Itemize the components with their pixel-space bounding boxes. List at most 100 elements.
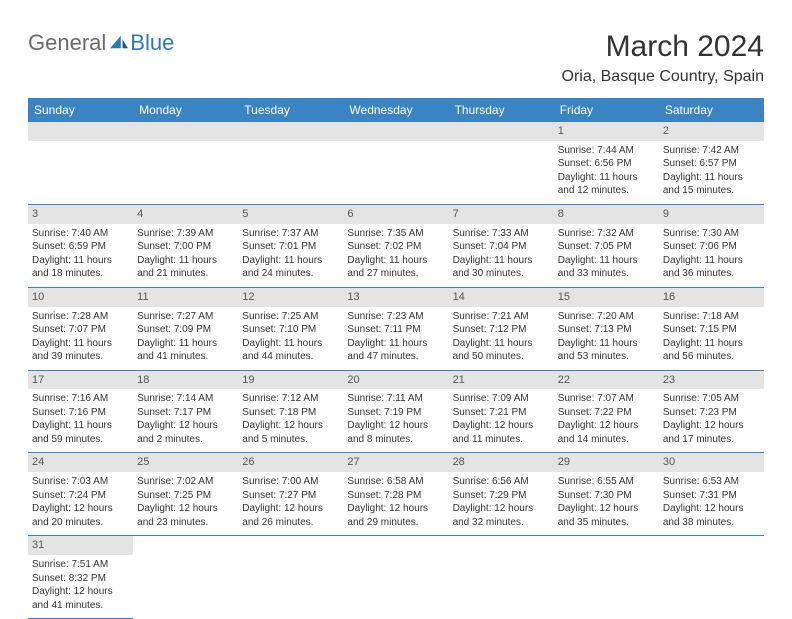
calendar-day: 13Sunrise: 7:23 AMSunset: 7:11 PMDayligh…: [343, 287, 448, 370]
daylight-2: and 29 minutes.: [347, 516, 444, 530]
daylight-2: and 39 minutes.: [32, 350, 129, 364]
sunset: Sunset: 7:19 PM: [347, 406, 444, 420]
day-number: 3: [28, 205, 133, 224]
sunrise: Sunrise: 7:16 AM: [32, 392, 129, 406]
day-number: 26: [238, 453, 343, 472]
daylight-1: Daylight: 11 hours: [32, 419, 129, 433]
calendar-row: 10Sunrise: 7:28 AMSunset: 7:07 PMDayligh…: [28, 287, 764, 370]
daylight-2: and 24 minutes.: [242, 267, 339, 281]
logo-text-general: General: [28, 30, 106, 56]
daylight-1: Daylight: 11 hours: [558, 337, 655, 351]
sunrise: Sunrise: 7:07 AM: [558, 392, 655, 406]
daylight-2: and 41 minutes.: [137, 350, 234, 364]
location: Oria, Basque Country, Spain: [562, 68, 764, 86]
daylight-1: Daylight: 11 hours: [663, 337, 760, 351]
weekday-header: Friday: [554, 98, 659, 122]
day-number: 4: [133, 205, 238, 224]
calendar-day: 16Sunrise: 7:18 AMSunset: 7:15 PMDayligh…: [659, 287, 764, 370]
calendar-empty: [133, 122, 238, 204]
calendar-empty: [343, 122, 448, 204]
daylight-1: Daylight: 11 hours: [453, 337, 550, 351]
daylight-1: Daylight: 12 hours: [558, 419, 655, 433]
calendar-day: 12Sunrise: 7:25 AMSunset: 7:10 PMDayligh…: [238, 287, 343, 370]
daylight-2: and 50 minutes.: [453, 350, 550, 364]
title-block: March 2024 Oria, Basque Country, Spain: [562, 30, 764, 86]
day-number: 30: [659, 453, 764, 472]
logo: General Blue: [28, 30, 174, 56]
weekday-header-row: SundayMondayTuesdayWednesdayThursdayFrid…: [28, 98, 764, 122]
daylight-2: and 2 minutes.: [137, 433, 234, 447]
calendar-day: 5Sunrise: 7:37 AMSunset: 7:01 PMDaylight…: [238, 204, 343, 287]
daylight-1: Daylight: 11 hours: [558, 171, 655, 185]
calendar-empty: [343, 536, 448, 619]
day-number: 13: [343, 288, 448, 307]
daynum-empty: [133, 122, 238, 141]
day-number: 25: [133, 453, 238, 472]
calendar-empty: [28, 122, 133, 204]
day-number: 20: [343, 371, 448, 390]
sunset: Sunset: 7:13 PM: [558, 323, 655, 337]
daynum-empty: [238, 122, 343, 141]
calendar-day: 29Sunrise: 6:55 AMSunset: 7:30 PMDayligh…: [554, 453, 659, 536]
sunset: Sunset: 7:28 PM: [347, 489, 444, 503]
day-number: 8: [554, 205, 659, 224]
daylight-1: Daylight: 11 hours: [32, 337, 129, 351]
calendar-empty: [554, 536, 659, 619]
sunset: Sunset: 7:00 PM: [137, 240, 234, 254]
daylight-2: and 21 minutes.: [137, 267, 234, 281]
sunset: Sunset: 6:59 PM: [32, 240, 129, 254]
daylight-2: and 47 minutes.: [347, 350, 444, 364]
sunset: Sunset: 6:56 PM: [558, 157, 655, 171]
calendar-day: 26Sunrise: 7:00 AMSunset: 7:27 PMDayligh…: [238, 453, 343, 536]
sunrise: Sunrise: 7:21 AM: [453, 310, 550, 324]
daylight-1: Daylight: 12 hours: [453, 502, 550, 516]
daylight-1: Daylight: 12 hours: [663, 502, 760, 516]
day-number: 28: [449, 453, 554, 472]
daylight-1: Daylight: 11 hours: [32, 254, 129, 268]
daylight-2: and 53 minutes.: [558, 350, 655, 364]
calendar-row: 31Sunrise: 7:51 AMSunset: 8:32 PMDayligh…: [28, 536, 764, 619]
daylight-1: Daylight: 11 hours: [663, 254, 760, 268]
sunset: Sunset: 7:02 PM: [347, 240, 444, 254]
daylight-2: and 11 minutes.: [453, 433, 550, 447]
calendar-row: 1Sunrise: 7:44 AMSunset: 6:56 PMDaylight…: [28, 122, 764, 204]
calendar-day: 28Sunrise: 6:56 AMSunset: 7:29 PMDayligh…: [449, 453, 554, 536]
calendar-day: 22Sunrise: 7:07 AMSunset: 7:22 PMDayligh…: [554, 370, 659, 453]
daylight-2: and 18 minutes.: [32, 267, 129, 281]
sunrise: Sunrise: 7:14 AM: [137, 392, 234, 406]
daylight-2: and 30 minutes.: [453, 267, 550, 281]
daylight-1: Daylight: 11 hours: [137, 337, 234, 351]
day-number: 10: [28, 288, 133, 307]
sunrise: Sunrise: 7:28 AM: [32, 310, 129, 324]
daylight-1: Daylight: 12 hours: [242, 502, 339, 516]
sunset: Sunset: 7:21 PM: [453, 406, 550, 420]
daylight-1: Daylight: 11 hours: [663, 171, 760, 185]
day-number: 6: [343, 205, 448, 224]
daylight-1: Daylight: 11 hours: [347, 337, 444, 351]
daynum-empty: [343, 122, 448, 141]
sunset: Sunset: 7:12 PM: [453, 323, 550, 337]
sunset: Sunset: 7:27 PM: [242, 489, 339, 503]
daylight-2: and 33 minutes.: [558, 267, 655, 281]
sunset: Sunset: 7:25 PM: [137, 489, 234, 503]
daylight-2: and 27 minutes.: [347, 267, 444, 281]
calendar-day: 25Sunrise: 7:02 AMSunset: 7:25 PMDayligh…: [133, 453, 238, 536]
sunset: Sunset: 7:15 PM: [663, 323, 760, 337]
day-number: 14: [449, 288, 554, 307]
sunrise: Sunrise: 6:56 AM: [453, 475, 550, 489]
daylight-1: Daylight: 12 hours: [137, 502, 234, 516]
day-number: 29: [554, 453, 659, 472]
calendar-day: 17Sunrise: 7:16 AMSunset: 7:16 PMDayligh…: [28, 370, 133, 453]
sunset: Sunset: 6:57 PM: [663, 157, 760, 171]
daylight-1: Daylight: 11 hours: [558, 254, 655, 268]
calendar-empty: [133, 536, 238, 619]
sunrise: Sunrise: 6:58 AM: [347, 475, 444, 489]
daylight-1: Daylight: 11 hours: [347, 254, 444, 268]
month-title: March 2024: [562, 30, 764, 64]
day-number: 24: [28, 453, 133, 472]
sunset: Sunset: 7:05 PM: [558, 240, 655, 254]
logo-text-blue: Blue: [130, 30, 174, 56]
weekday-header: Thursday: [449, 98, 554, 122]
day-number: 23: [659, 371, 764, 390]
day-number: 31: [28, 536, 133, 555]
